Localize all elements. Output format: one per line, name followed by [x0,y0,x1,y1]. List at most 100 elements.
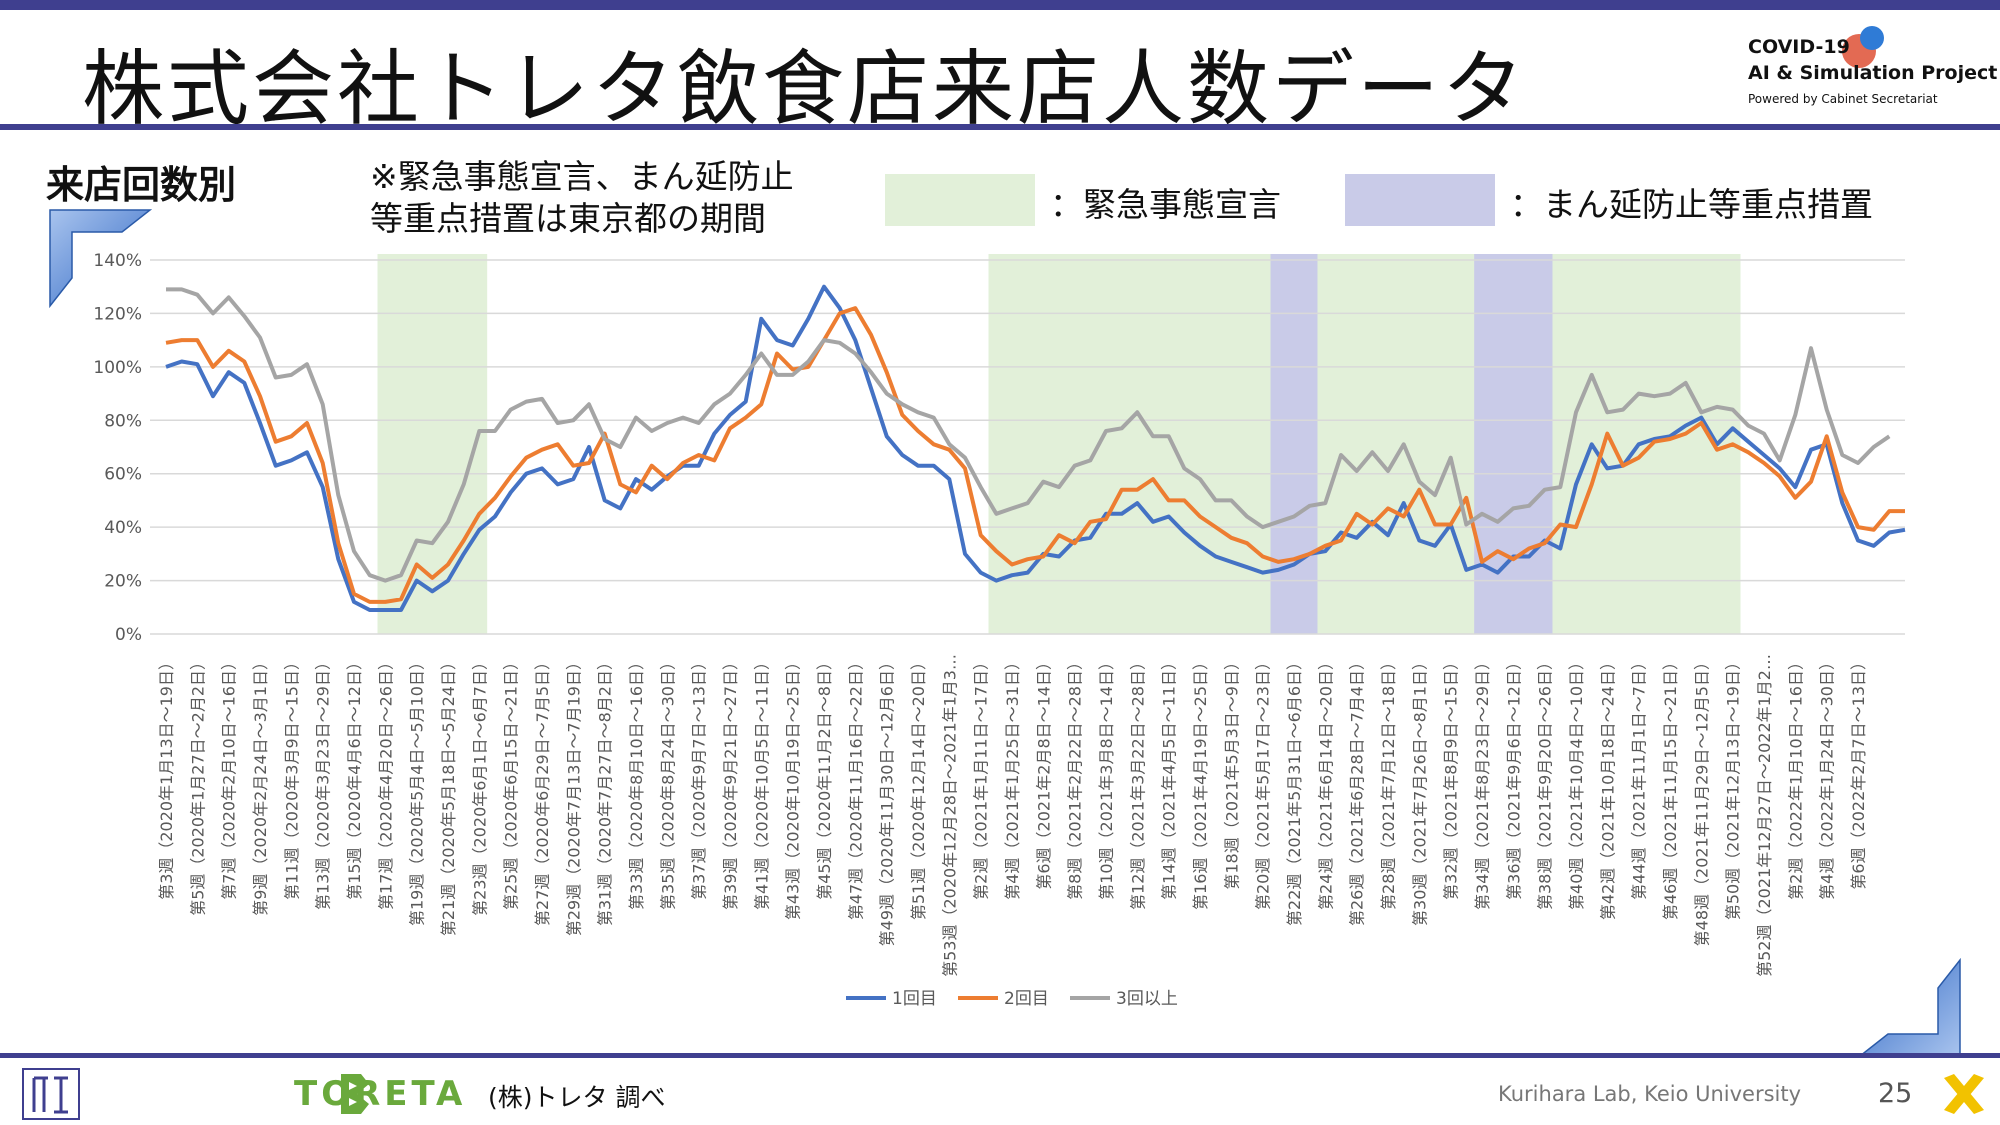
legend-label: 1回目 [892,989,937,1009]
logo-line2: AI & Simulation Project [1748,62,1998,84]
y-tick-label: 100% [93,358,142,378]
x-tick-label: 第39週（2020年9月21日～27日） [721,654,740,910]
series-lines [165,284,1906,612]
x-tick-label: 第49週（2020年11月30日～12月6日） [878,654,897,946]
logo-blue-dot [1860,26,1884,50]
x-tick-label: 第52週（2021年12月27日～2022年1月2… [1755,654,1774,977]
priority-swatch [1345,174,1495,226]
x-tick-label: 第21週（2020年5月18日～5月24日） [439,654,458,936]
page-number: 25 [1878,1078,1913,1109]
x-tick-label: 第13週（2020年3月23日～29日） [314,654,333,910]
source-note: (株)トレタ 調べ [488,1083,666,1112]
x-tick-label: 第37週（2020年9月7日～13日） [690,654,709,900]
x-tick-label: 第11週（2020年3月9日～15日） [282,654,301,900]
x-tick-label: 第25週（2020年6月15日～21日） [502,654,521,910]
x-tick-label: 第28週（2021年7月12日～18日） [1379,654,1398,910]
x-tick-label: 第43週（2020年10月19日～25日） [784,654,803,920]
x-tick-label: 第6週（2022年2月7日～13日） [1849,654,1868,890]
x-tick-label: 第42週（2021年10月18日～24日） [1598,654,1617,920]
x-tick-label: 第51週（2020年12月14日～20日） [909,654,928,920]
x-tick-label: 第47週（2020年11月16日～22日） [846,654,865,920]
x-tick-label: 第53週（2020年12月28日～2021年1月3… [940,654,959,977]
page-title: 株式会社トレタ飲食店来店人数データ [82,42,1528,137]
x-tick-label: 第38週（2021年9月20日～26日） [1536,654,1555,910]
x-tick-label: 第35週（2020年8月24日～30日） [658,654,677,910]
x-tick-label: 第24週（2021年6月14日～20日） [1316,654,1335,910]
x-tick-label: 第33週（2020年8月10日～16日） [627,654,646,910]
x-tick-label: 第4週（2022年1月24日～30日） [1818,654,1837,900]
x-tick-label: 第45週（2020年11月2日～8日） [815,654,834,900]
x-tick-label: 第9週（2020年2月24日～3月1日） [251,654,270,916]
x-tick-label: 第20週（2021年5月17日～23日） [1254,654,1273,910]
x-tick-label: 第34週（2021年8月23日～29日） [1473,654,1492,910]
x-tick-label: 第44週（2021年11月1日～7日） [1630,654,1649,900]
corner-triangle-icon-bottom [1858,958,1961,1057]
series-line-2 [165,306,1905,604]
x-tick-label: 第12週（2021年3月22日～28日） [1128,654,1147,910]
x-tick-label: 第41週（2020年10月5日～11日） [752,654,771,910]
x-tick-label: 第31週（2020年7月27日～8月2日） [596,654,615,926]
y-tick-label: 40% [104,518,142,538]
chart-legend: 1回目 2回目 3回以上 [846,989,1178,1009]
y-tick-label: 140% [93,251,142,271]
x-tick-label: 第8週（2021年2月22日～28日） [1066,654,1085,900]
header-rule [0,124,2000,130]
emergency-band [377,254,488,634]
toreta-wordmark: TORETA [294,1074,467,1114]
x-logo-icon [1944,1074,1984,1114]
x-tick-label: 第4週（2021年1月25日～31日） [1003,654,1022,900]
x-tick-label: 第30週（2021年7月26日～8月1日） [1410,654,1429,926]
section-subheading: 来店回数別 [46,163,237,207]
x-tick-label: 第16週（2021年4月19日～25日） [1191,654,1210,910]
x-tick-label: 第40週（2021年10月4日～10日） [1567,654,1586,910]
emergency-swatch [885,174,1035,226]
x-tick-label: 第5週（2020年1月27日～2月2日） [188,654,207,916]
x-tick-label: 第32週（2021年8月9日～15日） [1442,654,1461,900]
x-tick-label: 第15週（2020年4月6日～12日） [345,654,364,900]
x-tick-label: 第36週（2021年9月6日～12日） [1504,654,1523,900]
x-tick-label: 第14週（2021年4月5日～11日） [1160,654,1179,900]
toreta-logo-icon [341,1074,369,1114]
priority-label: ：まん延防止等重点措置 [1510,185,1873,224]
lab-credit: Kurihara Lab, Keio University [1498,1082,1802,1106]
top-rule [0,0,2000,10]
note-line-2: 等重点措置は東京都の期間 [370,199,766,238]
priority-band [1474,254,1553,634]
y-tick-label: 80% [104,411,142,431]
x-tick-label: 第10週（2021年3月8日～14日） [1097,654,1116,900]
footer-rule [0,1053,2000,1058]
y-tick-label: 0% [115,625,142,645]
institution-logo-icon [22,1068,80,1120]
y-tick-label: 20% [104,572,142,592]
covid-project-logo: COVID-19 AI & Simulation Project Powered… [1748,26,1997,114]
x-axis-labels: 第3週（2020年1月13日～19日） 第5週（2020年1月27日～2月2日） 第… [157,654,1868,977]
x-tick-label: 第3週（2020年1月13日～19日） [157,654,176,900]
x-tick-label: 第23週（2020年6月1日～6月7日） [470,654,489,916]
y-tick-label: 120% [93,304,142,324]
x-tick-label: 第50週（2021年12月13日～19日） [1724,654,1743,920]
x-tick-label: 第22週（2021年5月31日～6月6日） [1285,654,1304,926]
legend-label: 3回以上 [1116,989,1178,1009]
x-tick-label: 第17週（2020年4月20日～26日） [376,654,395,910]
emergency-label: ：緊急事態宣言 [1050,185,1281,224]
x-tick-label: 第2週（2022年1月10日～16日） [1786,654,1805,900]
legend-label: 2回目 [1004,989,1049,1009]
x-tick-label: 第7週（2020年2月10日～16日） [220,654,239,900]
x-tick-label: 第27週（2020年6月29日～7月5日） [533,654,552,926]
y-axis-labels: 0% 20% 40% 60% 80% 100% 120% 140% [93,251,142,645]
logo-line1: COVID-19 [1748,36,1850,58]
corner-triangle-icon [49,209,152,308]
note-line-1: ※緊急事態宣言、まん延防止 [370,157,794,196]
period-note: ※緊急事態宣言、まん延防止 等重点措置は東京都の期間 [370,156,794,240]
emergency-band [988,254,1287,634]
x-tick-label: 第26週（2021年6月28日～7月4日） [1348,654,1367,926]
y-tick-label: 60% [104,465,142,485]
x-tick-label: 第48週（2021年11月29日～12月5日） [1692,654,1711,946]
x-tick-label: 第19週（2020年5月4日～5月10日） [408,654,427,926]
x-tick-label: 第46週（2021年11月15日～21日） [1661,654,1680,920]
gridlines [150,259,1905,635]
x-tick-label: 第6週（2021年2月8日～14日） [1034,654,1053,890]
series-line-3 [166,287,1891,583]
x-tick-label: 第29週（2020年7月13日～7月19日） [564,654,583,936]
